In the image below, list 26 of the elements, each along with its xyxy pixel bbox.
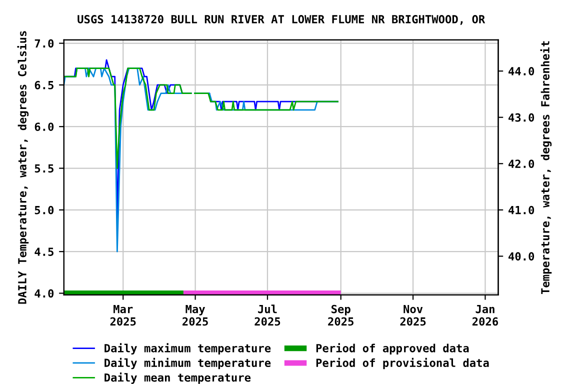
y2-tick-label: 43.0 [508, 113, 534, 122]
x-tick-label: May 2025 [182, 304, 208, 326]
y-tick-label: 6.5 [34, 80, 54, 90]
y-axis-title: DAILY Temperature, water, degrees Celsius [17, 31, 29, 304]
y2-tick-label: 44.0 [508, 67, 534, 76]
y2-tick-label: 41.0 [508, 206, 534, 214]
legend-label: Period of approved data [316, 343, 469, 354]
y2-tick-label: 40.0 [508, 252, 534, 261]
chart-title: USGS 14138720 BULL RUN RIVER AT LOWER FLUME NR BRIGHTWOOD, OR [78, 15, 486, 25]
y-tick-label: 4.5 [34, 248, 54, 256]
x-tick-label: Nov 2025 [400, 304, 426, 326]
y-tick-label: 7.0 [34, 39, 54, 48]
legend-label: Daily minimum temperature [104, 358, 271, 370]
x-tick-label: Mar 2025 [110, 304, 136, 326]
y2-axis-title: Temperature, water, degrees Fahrenheit [540, 41, 552, 294]
x-tick-label: Jul 2025 [254, 304, 280, 326]
legend-label: Daily maximum temperature [104, 343, 271, 354]
y-tick-label: 6.0 [34, 122, 54, 131]
legend-label: Daily mean temperature [104, 372, 251, 384]
x-tick-label: Sep 2025 [328, 304, 354, 326]
y-tick-label: 4.0 [34, 289, 54, 298]
x-tick-label: Jan 2026 [472, 304, 498, 326]
y-tick-label: 5.0 [34, 206, 54, 214]
legend-label: Period of provisional data [316, 358, 489, 370]
y2-tick-label: 42.0 [508, 160, 534, 168]
y-tick-label: 5.5 [34, 164, 54, 173]
